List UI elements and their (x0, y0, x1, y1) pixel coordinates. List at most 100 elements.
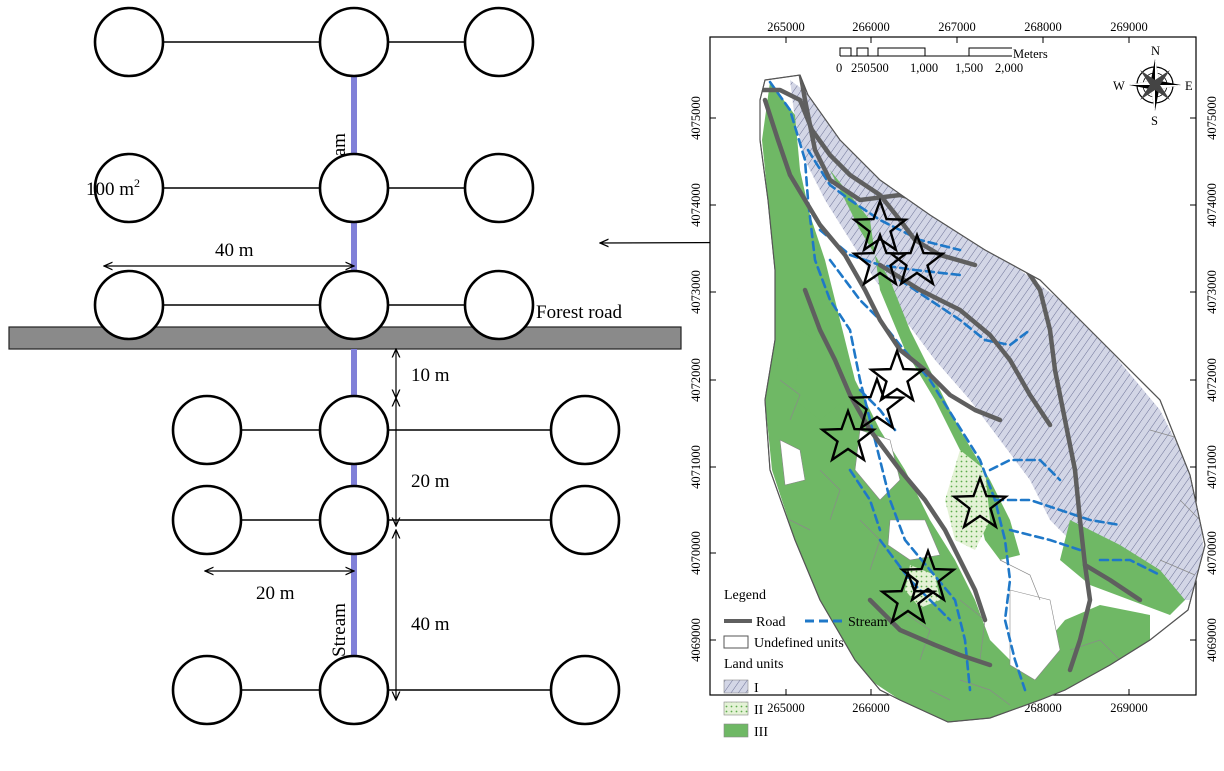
x-tick-label: 266000 (852, 701, 890, 715)
compass-rose-icon: N S E W (1113, 44, 1193, 128)
y-tick-label: 4071000 (689, 445, 703, 489)
sample-plot (549, 484, 621, 556)
scale-label-1500: 1,500 (955, 61, 983, 75)
sampling-layout-diagram: Forest road Stream Stream (8, 6, 856, 726)
sample-plot (318, 152, 390, 224)
x-tick-label: 268000 (1024, 20, 1062, 34)
legend-undefined-label: Undefined units (754, 636, 844, 651)
land-unit-II-area (945, 450, 990, 550)
sample-plot (463, 269, 535, 341)
sample-plot (463, 6, 535, 78)
y-tick-label: 4073000 (689, 270, 703, 314)
map-legend: Legend Road Stream Undefined units Land … (723, 588, 888, 740)
sample-plot (549, 394, 621, 466)
sample-site-star-icon (850, 197, 910, 253)
sample-site-star-icon (887, 231, 947, 287)
y-tick-label: 4074000 (689, 183, 703, 227)
x-tick-label: 265000 (767, 20, 805, 34)
x-tick-label: 268000 (1024, 701, 1062, 715)
sample-plot (318, 269, 390, 341)
legend-undefined-swatch (723, 635, 749, 649)
x-tick-labels-top: 265000 266000 267000 268000 269000 (767, 20, 1148, 43)
transect-row (171, 654, 621, 726)
plot-area-label: 100 m2 (86, 176, 140, 200)
scale-label-500: 500 (870, 61, 889, 75)
sample-plot (318, 654, 390, 726)
transect-row (171, 484, 621, 556)
y-tick-label: 4069000 (1205, 618, 1219, 662)
sample-plot (318, 394, 390, 466)
y-tick-label: 4074000 (1205, 183, 1219, 227)
legend-title: Legend (724, 588, 766, 603)
scale-bar: Meters 0 250 500 1,000 1,500 2,000 (836, 47, 1048, 75)
land-unit-III-area (762, 82, 1150, 722)
legend-stream-label: Stream (848, 615, 888, 630)
y-tick-label: 4071000 (1205, 445, 1219, 489)
distance-20m-horizontal-label: 20 m (256, 583, 295, 604)
transect-row (93, 152, 535, 224)
road-lines (760, 87, 978, 268)
study-area-map: 265000 266000 267000 268000 269000 265000 266… (689, 20, 1219, 740)
legend-unit-I-label: I (754, 681, 759, 696)
distance-40m-top-label: 40 m (215, 240, 254, 261)
y-tick-label: 4073000 (1205, 270, 1219, 314)
sample-site-star-icon (898, 547, 958, 603)
sample-plot (93, 269, 165, 341)
y-tick-labels-right: 4075000 4074000 4073000 4072000 4071000 40700… (1190, 96, 1219, 662)
x-tick-label: 269000 (1110, 20, 1148, 34)
sample-site-star-icon (878, 569, 938, 625)
sample-site-star-icon (847, 375, 907, 431)
x-tick-label: 266000 (852, 20, 890, 34)
stream-label-bottom: Stream (329, 603, 350, 657)
transect-row (171, 394, 621, 466)
x-tick-label: 267000 (938, 20, 976, 34)
legend-road-label: Road (756, 615, 786, 630)
y-tick-label: 4072000 (1205, 358, 1219, 402)
compass-s: S (1151, 114, 1158, 128)
sample-plot (549, 654, 621, 726)
transect-row (93, 6, 535, 78)
compass-n: N (1151, 44, 1160, 58)
sample-plot (171, 654, 243, 726)
sample-plot (93, 152, 165, 224)
distance-40m-bottom-label: 40 m (411, 614, 450, 635)
transect-row (93, 269, 535, 341)
scale-label-250: 250 (851, 61, 870, 75)
sample-plot (463, 152, 535, 224)
distance-20m-vertical-label: 20 m (411, 471, 450, 492)
forest-road-label: Forest road (536, 302, 623, 323)
sample-plot (93, 6, 165, 78)
y-tick-label: 4070000 (689, 531, 703, 575)
legend-unit-III-swatch (723, 723, 749, 738)
y-tick-labels-left: 4075000 4074000 4073000 4072000 4071000 40700… (689, 96, 716, 662)
sample-site-star-icon (950, 474, 1010, 530)
scale-label-2000: 2,000 (995, 61, 1023, 75)
y-tick-label: 4072000 (689, 358, 703, 402)
sample-plot (318, 484, 390, 556)
y-tick-label: 4075000 (689, 96, 703, 140)
legend-unit-II-label: II (754, 703, 764, 718)
compass-e: E (1185, 79, 1193, 93)
legend-unit-I-swatch (723, 679, 749, 694)
legend-land-units-title: Land units (724, 657, 784, 672)
stream-lines (768, 80, 972, 692)
legend-unit-II-swatch (723, 701, 749, 716)
sample-site-star-icon (867, 347, 927, 403)
x-tick-label: 269000 (1110, 701, 1148, 715)
compass-w: W (1113, 79, 1125, 93)
catchment-area (759, 74, 1206, 723)
x-tick-label: 265000 (767, 701, 805, 715)
sample-site-star-icon (818, 407, 878, 463)
y-tick-label: 4075000 (1205, 96, 1219, 140)
scale-bar-unit: Meters (1013, 47, 1048, 61)
y-tick-label: 4070000 (1205, 531, 1219, 575)
sample-plot (171, 484, 243, 556)
y-tick-label: 4069000 (689, 618, 703, 662)
distance-10m-label: 10 m (411, 365, 450, 386)
sample-plot (171, 394, 243, 466)
scale-label-1000: 1,000 (910, 61, 938, 75)
sample-plot (318, 6, 390, 78)
legend-unit-III-label: III (754, 725, 768, 740)
sample-site-markers (818, 197, 1010, 625)
